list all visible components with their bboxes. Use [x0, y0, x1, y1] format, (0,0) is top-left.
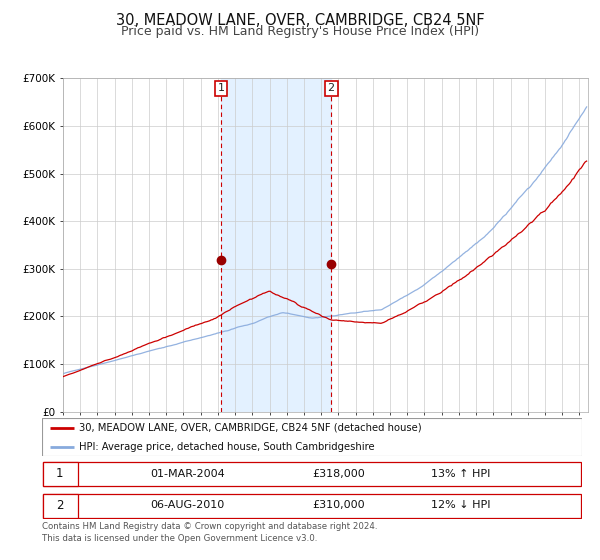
- Text: 2: 2: [328, 83, 335, 94]
- Text: Price paid vs. HM Land Registry's House Price Index (HPI): Price paid vs. HM Land Registry's House …: [121, 25, 479, 38]
- Text: 30, MEADOW LANE, OVER, CAMBRIDGE, CB24 5NF (detached house): 30, MEADOW LANE, OVER, CAMBRIDGE, CB24 5…: [79, 423, 421, 433]
- Bar: [221, 78, 331, 412]
- Text: HPI: Average price, detached house, South Cambridgeshire: HPI: Average price, detached house, Sout…: [79, 442, 374, 452]
- Text: £310,000: £310,000: [312, 500, 365, 510]
- Text: £318,000: £318,000: [312, 469, 365, 479]
- Text: 30, MEADOW LANE, OVER, CAMBRIDGE, CB24 5NF: 30, MEADOW LANE, OVER, CAMBRIDGE, CB24 5…: [116, 13, 484, 29]
- Text: 01-MAR-2004: 01-MAR-2004: [150, 469, 225, 479]
- Text: 2: 2: [56, 498, 64, 512]
- Text: 1: 1: [56, 467, 64, 480]
- Text: 06-AUG-2010: 06-AUG-2010: [150, 500, 224, 510]
- Bar: [43, 462, 77, 487]
- Text: 1: 1: [217, 83, 224, 94]
- Text: 13% ↑ HPI: 13% ↑ HPI: [431, 469, 490, 479]
- Bar: [43, 493, 77, 518]
- Text: Contains HM Land Registry data © Crown copyright and database right 2024.
This d: Contains HM Land Registry data © Crown c…: [42, 522, 377, 543]
- Text: 12% ↓ HPI: 12% ↓ HPI: [431, 500, 490, 510]
